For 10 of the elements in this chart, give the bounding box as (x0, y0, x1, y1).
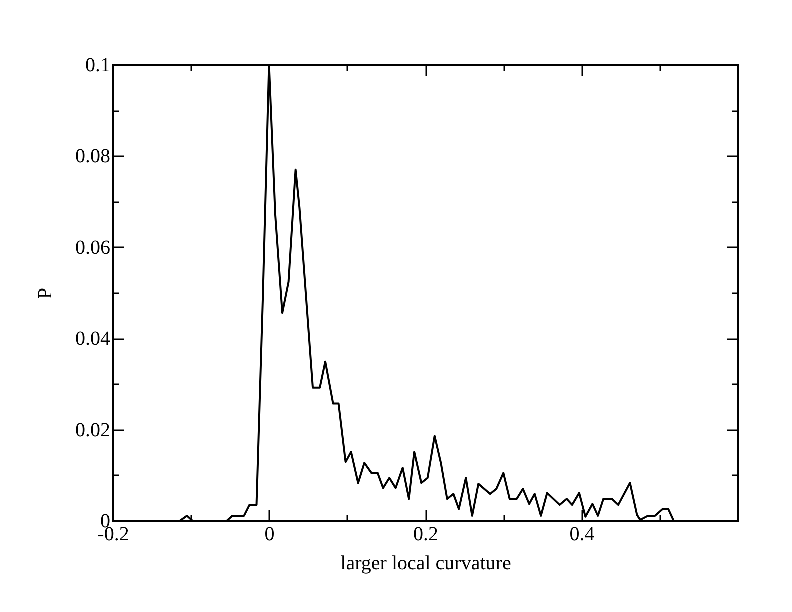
y-tick-label: 0.06 (76, 236, 110, 259)
y-tick-label: 0.02 (76, 419, 110, 442)
x-tick-label: 0.4 (570, 524, 595, 546)
x-axis-title: larger local curvature (340, 552, 512, 574)
y-tick-label: 0.08 (76, 146, 110, 168)
y-tick-label: 0.1 (86, 54, 110, 76)
y-axis-title: P (34, 288, 56, 300)
x-tick-label: 0.2 (414, 524, 438, 546)
y-tick-label: 0.04 (76, 328, 110, 350)
x-tick-label: 0 (264, 524, 275, 546)
